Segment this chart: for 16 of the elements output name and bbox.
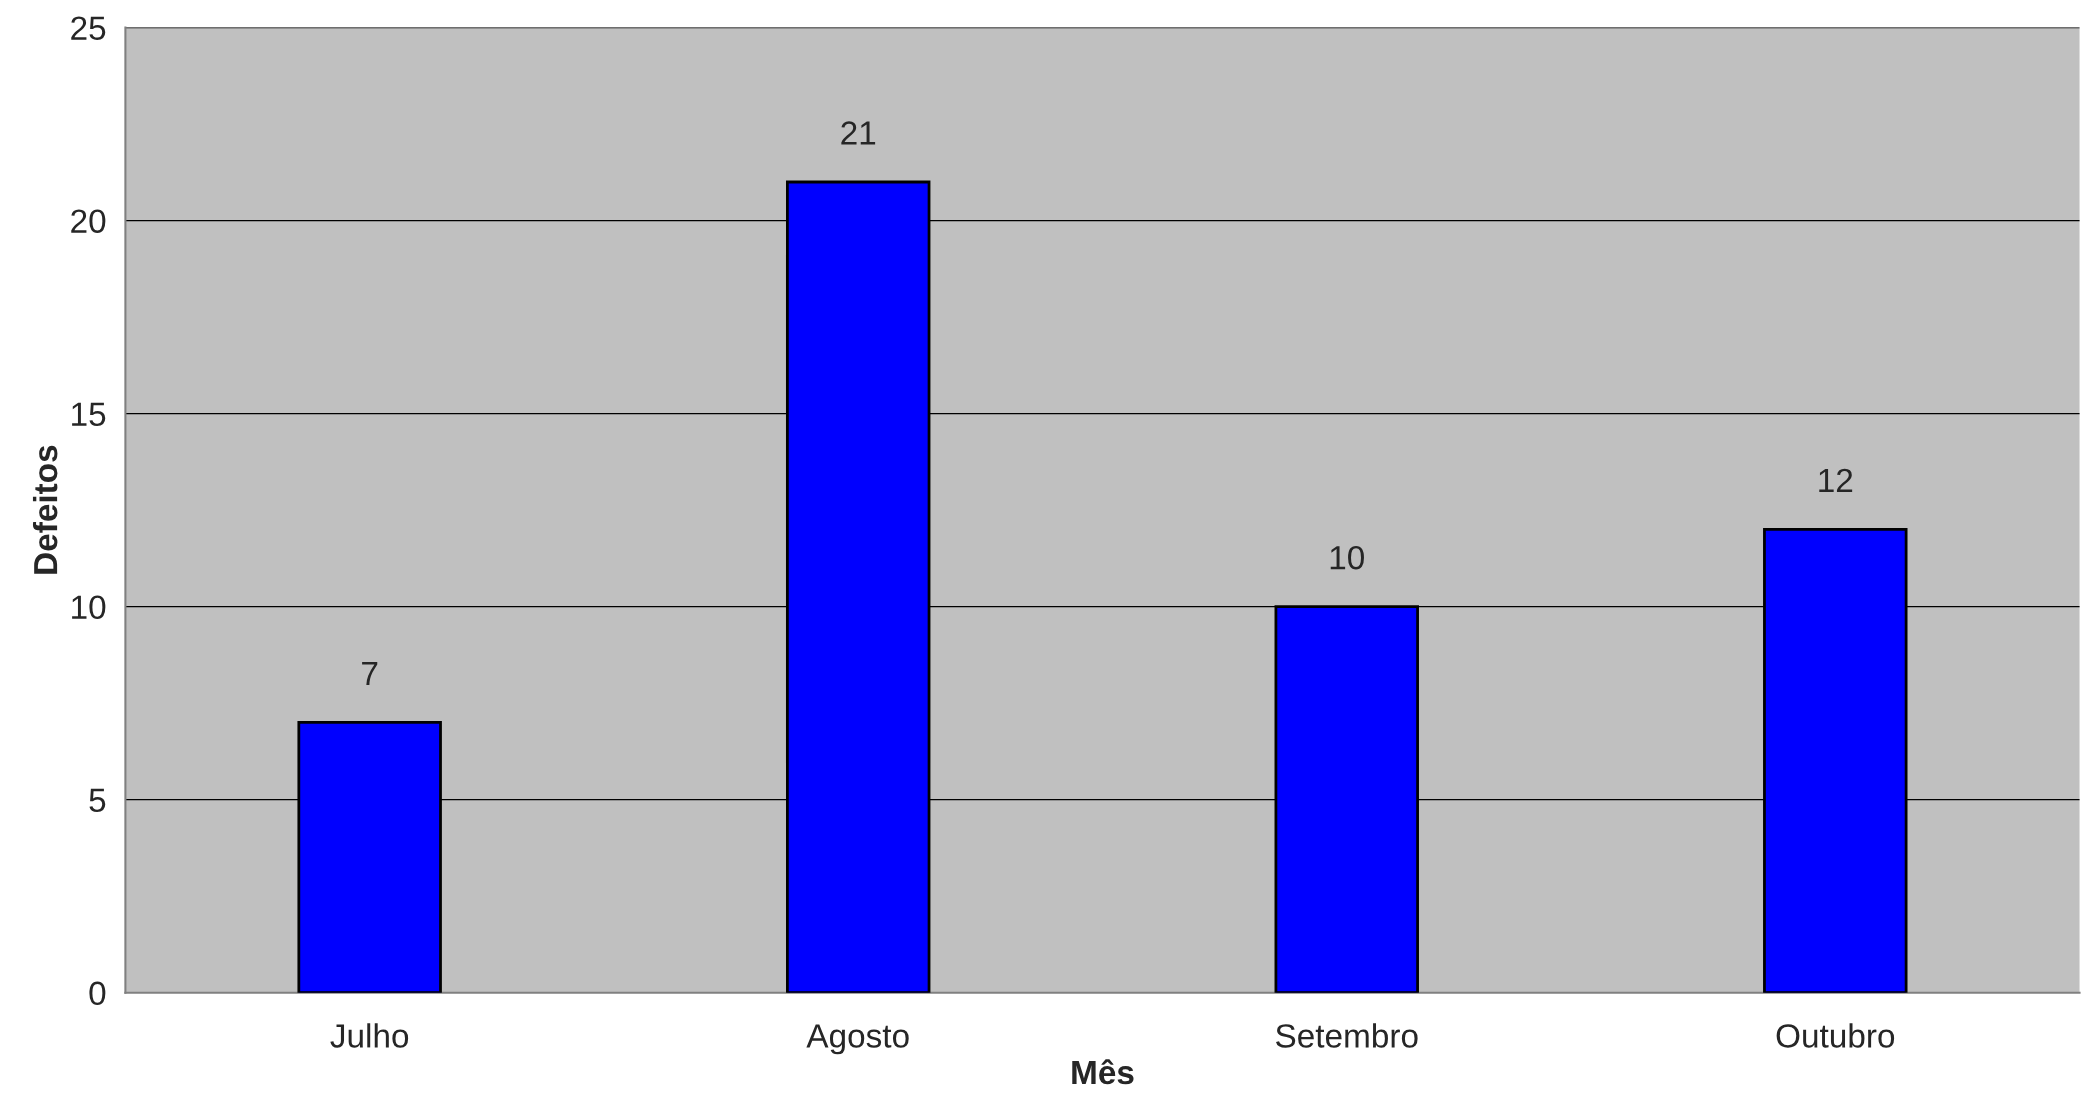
- y-tick-label: 20: [71, 209, 106, 234]
- x-tick-label: Julho: [330, 1023, 409, 1048]
- y-tick-label: 10: [72, 595, 106, 620]
- x-tick-label: Outubro: [1776, 1023, 1895, 1048]
- x-axis-title: Mês: [1072, 1059, 1134, 1085]
- y-tick-label: 5: [89, 788, 106, 813]
- y-tick-label: 15: [72, 402, 106, 427]
- y-tick-label: 0: [89, 981, 106, 1006]
- x-tick-label: Setembro: [1276, 1023, 1418, 1048]
- data-label: 12: [1819, 468, 1853, 492]
- data-label: 7: [362, 662, 378, 685]
- data-label: 21: [841, 121, 876, 145]
- y-axis-title: Defeitos: [32, 445, 58, 574]
- data-label: 10: [1330, 545, 1364, 570]
- y-tick-label: 25: [71, 16, 106, 40]
- x-tick-label: Agosto: [806, 1024, 909, 1055]
